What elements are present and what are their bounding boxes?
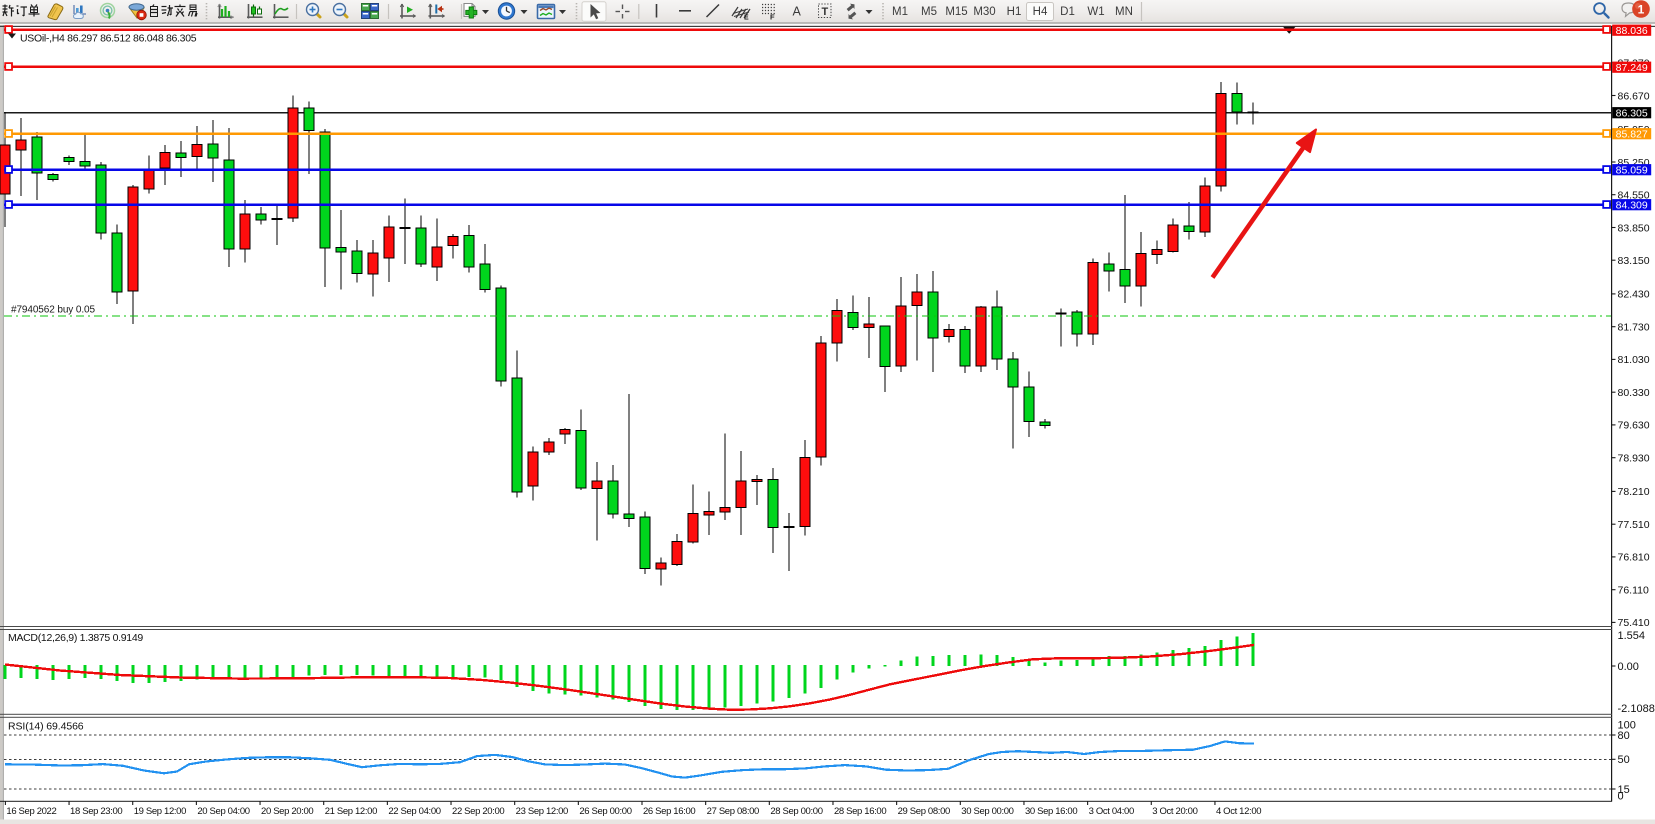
svg-text:76.110: 76.110 xyxy=(1618,585,1649,597)
svg-text:MACD(12,26,9) 1.3875 0.9149: MACD(12,26,9) 1.3875 0.9149 xyxy=(8,632,143,644)
svg-text:E: E xyxy=(744,15,749,22)
svg-text:15: 15 xyxy=(1618,784,1630,796)
svg-text:#7940562 buy 0.05: #7940562 buy 0.05 xyxy=(11,305,95,316)
svg-text:29 Sep 08:00: 29 Sep 08:00 xyxy=(898,806,950,817)
svg-text:1.554: 1.554 xyxy=(1618,630,1646,642)
svg-text:23 Sep 12:00: 23 Sep 12:00 xyxy=(516,806,568,817)
svg-text:3 Oct 20:00: 3 Oct 20:00 xyxy=(1152,806,1197,817)
svg-text:22 Sep 20:00: 22 Sep 20:00 xyxy=(452,806,504,817)
svg-text:19 Sep 12:00: 19 Sep 12:00 xyxy=(134,806,186,817)
svg-text:MN: MN xyxy=(1115,6,1133,18)
svg-text:0: 0 xyxy=(1618,791,1624,803)
svg-text:80.330: 80.330 xyxy=(1618,387,1650,399)
svg-text:84.309: 84.309 xyxy=(1616,200,1648,212)
svg-text:H4: H4 xyxy=(1033,6,1048,18)
svg-text:D1: D1 xyxy=(1060,6,1075,18)
svg-text:M5: M5 xyxy=(921,6,937,18)
svg-text:18 Sep 23:00: 18 Sep 23:00 xyxy=(70,806,122,817)
svg-text:26 Sep 00:00: 26 Sep 00:00 xyxy=(579,806,631,817)
svg-text:30 Sep 00:00: 30 Sep 00:00 xyxy=(961,806,1013,817)
svg-text:77.510: 77.510 xyxy=(1618,519,1650,531)
svg-text:50: 50 xyxy=(1618,754,1630,766)
svg-text:85.827: 85.827 xyxy=(1616,129,1648,141)
svg-text:20 Sep 04:00: 20 Sep 04:00 xyxy=(197,806,249,817)
svg-text:A: A xyxy=(793,5,802,19)
svg-text:27 Sep 08:00: 27 Sep 08:00 xyxy=(707,806,759,817)
svg-text:0.00: 0.00 xyxy=(1618,661,1639,673)
svg-text:4 Oct 12:00: 4 Oct 12:00 xyxy=(1216,806,1261,817)
svg-text:75.410: 75.410 xyxy=(1618,617,1650,629)
svg-text:78.210: 78.210 xyxy=(1618,486,1650,498)
svg-text:78.930: 78.930 xyxy=(1618,453,1650,465)
svg-text:16 Sep 2022: 16 Sep 2022 xyxy=(6,806,56,817)
svg-text:F: F xyxy=(770,13,775,22)
svg-text:T: T xyxy=(822,6,829,18)
svg-text:20 Sep 20:00: 20 Sep 20:00 xyxy=(261,806,313,817)
svg-text:21 Sep 12:00: 21 Sep 12:00 xyxy=(325,806,377,817)
svg-text:86.305: 86.305 xyxy=(1616,108,1648,120)
svg-text:100: 100 xyxy=(1618,720,1636,732)
svg-text:81.030: 81.030 xyxy=(1618,354,1650,366)
svg-text:M30: M30 xyxy=(973,6,995,18)
svg-text:80: 80 xyxy=(1618,730,1630,742)
svg-text:83.150: 83.150 xyxy=(1618,255,1650,267)
svg-text:M1: M1 xyxy=(892,6,908,18)
svg-text:M15: M15 xyxy=(945,6,967,18)
svg-text:28 Sep 00:00: 28 Sep 00:00 xyxy=(770,806,822,817)
svg-text:USOil-,H4 86.297 86.512 86.04: USOil-,H4 86.297 86.512 86.048 86.305 xyxy=(20,33,197,45)
svg-text:85.059: 85.059 xyxy=(1616,165,1648,177)
svg-text:30 Sep 16:00: 30 Sep 16:00 xyxy=(1025,806,1077,817)
svg-text:86.670: 86.670 xyxy=(1618,90,1650,102)
svg-text:22 Sep 04:00: 22 Sep 04:00 xyxy=(388,806,440,817)
svg-text:26 Sep 16:00: 26 Sep 16:00 xyxy=(643,806,695,817)
svg-text:88.036: 88.036 xyxy=(1616,25,1648,37)
svg-text:84.550: 84.550 xyxy=(1618,190,1650,202)
svg-text:RSI(14) 69.4566: RSI(14) 69.4566 xyxy=(8,721,84,733)
svg-text:79.630: 79.630 xyxy=(1618,420,1650,432)
svg-text:3 Oct 04:00: 3 Oct 04:00 xyxy=(1089,806,1134,817)
svg-text:83.850: 83.850 xyxy=(1618,222,1650,234)
svg-text:81.730: 81.730 xyxy=(1618,322,1650,334)
svg-text:-2.1088: -2.1088 xyxy=(1618,703,1655,715)
svg-text:1: 1 xyxy=(1638,2,1645,16)
svg-text:28 Sep 16:00: 28 Sep 16:00 xyxy=(834,806,886,817)
svg-text:76.810: 76.810 xyxy=(1618,552,1650,564)
svg-text:82.430: 82.430 xyxy=(1618,289,1650,301)
svg-text:87.249: 87.249 xyxy=(1616,62,1648,74)
svg-text:H1: H1 xyxy=(1007,6,1022,18)
svg-text:W1: W1 xyxy=(1087,6,1104,18)
